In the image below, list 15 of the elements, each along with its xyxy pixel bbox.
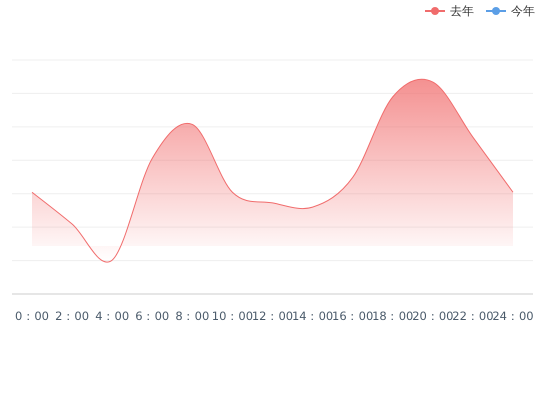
x-tick-label: 10：00 xyxy=(212,309,254,323)
legend-label: 今年 xyxy=(511,4,535,18)
x-tick-label: 14：00 xyxy=(292,309,334,323)
x-tick-label: 2：00 xyxy=(55,309,90,323)
x-tick-label: 22：00 xyxy=(452,309,494,323)
x-tick-label: 12：00 xyxy=(252,309,294,323)
x-tick-label: 6：00 xyxy=(135,309,170,323)
x-tick-label: 20：00 xyxy=(412,309,454,323)
x-tick-label: 16：00 xyxy=(332,309,374,323)
x-tick-label: 18：00 xyxy=(372,309,414,323)
x-tick-label: 4：00 xyxy=(95,309,130,323)
x-tick-label: 0：00 xyxy=(15,309,49,323)
legend-label: 去年 xyxy=(450,4,474,18)
x-tick-label: 8：00 xyxy=(175,309,210,323)
x-tick-label: 24：00 xyxy=(492,309,534,323)
